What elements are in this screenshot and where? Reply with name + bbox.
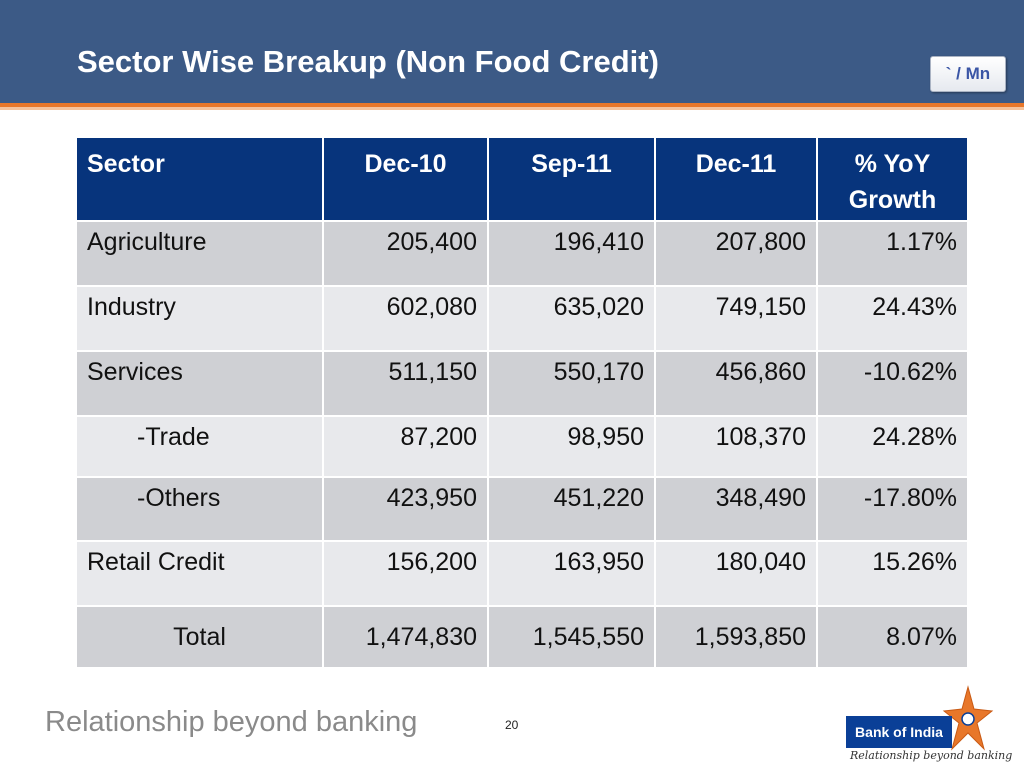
- cell-growth: -17.80%: [816, 476, 969, 542]
- cell-growth: 1.17%: [816, 220, 969, 287]
- cell-sep11: 98,950: [487, 415, 656, 478]
- cell-sector: -Trade: [75, 415, 324, 478]
- table-row-total: Total 1,474,830 1,545,550 1,593,850 8.07…: [75, 605, 969, 669]
- cell-dec10: 602,080: [322, 285, 489, 352]
- column-header-growth: % YoY Growth: [816, 136, 969, 222]
- cell-dec10: 205,400: [322, 220, 489, 287]
- cell-sector: Services: [75, 350, 324, 417]
- slide-header: [0, 0, 1024, 103]
- cell-dec11: 749,150: [654, 285, 818, 352]
- unit-badge: ` / Mn: [930, 56, 1006, 92]
- page-number: 20: [505, 718, 519, 732]
- cell-dec10: 423,950: [322, 476, 489, 542]
- cell-growth: 8.07%: [816, 605, 969, 669]
- table-row: Retail Credit 156,200 163,950 180,040 15…: [75, 540, 969, 607]
- slide-title: Sector Wise Breakup (Non Food Credit): [77, 44, 659, 79]
- cell-sep11: 635,020: [487, 285, 656, 352]
- cell-sector: Agriculture: [75, 220, 324, 287]
- cell-dec10: 156,200: [322, 540, 489, 607]
- cell-sep11: 196,410: [487, 220, 656, 287]
- table-row: -Others 423,950 451,220 348,490 -17.80%: [75, 476, 969, 542]
- cell-growth: 15.26%: [816, 540, 969, 607]
- cell-dec11: 180,040: [654, 540, 818, 607]
- table-row: Industry 602,080 635,020 749,150 24.43%: [75, 285, 969, 352]
- cell-dec10: 1,474,830: [322, 605, 489, 669]
- cell-sector: Industry: [75, 285, 324, 352]
- table-row: -Trade 87,200 98,950 108,370 24.28%: [75, 415, 969, 478]
- cell-dec10: 87,200: [322, 415, 489, 478]
- footer-tagline: Relationship beyond banking: [45, 706, 418, 738]
- cell-sector: Total: [75, 605, 324, 669]
- table-header-row: Sector Dec-10 Sep-11 Dec-11 % YoY Growth: [75, 136, 969, 222]
- logo-tagline: Relationship beyond banking: [850, 749, 1013, 762]
- header-accent-rule: [0, 103, 1024, 107]
- cell-growth: -10.62%: [816, 350, 969, 417]
- column-header-dec11: Dec-11: [654, 136, 818, 222]
- cell-dec11: 348,490: [654, 476, 818, 542]
- sector-table: Sector Dec-10 Sep-11 Dec-11 % YoY Growth…: [75, 136, 969, 669]
- cell-dec11: 1,593,850: [654, 605, 818, 669]
- cell-dec11: 207,800: [654, 220, 818, 287]
- cell-sep11: 163,950: [487, 540, 656, 607]
- bank-logo: Bank of India Relationship beyond bankin…: [844, 685, 1012, 765]
- cell-dec10: 511,150: [322, 350, 489, 417]
- column-header-dec10: Dec-10: [322, 136, 489, 222]
- cell-sep11: 1,545,550: [487, 605, 656, 669]
- table-row: Services 511,150 550,170 456,860 -10.62%: [75, 350, 969, 417]
- cell-dec11: 108,370: [654, 415, 818, 478]
- column-header-sep11: Sep-11: [487, 136, 656, 222]
- cell-sep11: 550,170: [487, 350, 656, 417]
- cell-sep11: 451,220: [487, 476, 656, 542]
- table-row: Agriculture 205,400 196,410 207,800 1.17…: [75, 220, 969, 287]
- logo-wordmark: Bank of India: [846, 716, 952, 748]
- header-accent-rule-light: [0, 107, 1024, 110]
- cell-growth: 24.43%: [816, 285, 969, 352]
- cell-growth: 24.28%: [816, 415, 969, 478]
- star-icon: [942, 685, 994, 751]
- column-header-sector: Sector: [75, 136, 324, 222]
- cell-sector: -Others: [75, 476, 324, 542]
- cell-dec11: 456,860: [654, 350, 818, 417]
- cell-sector: Retail Credit: [75, 540, 324, 607]
